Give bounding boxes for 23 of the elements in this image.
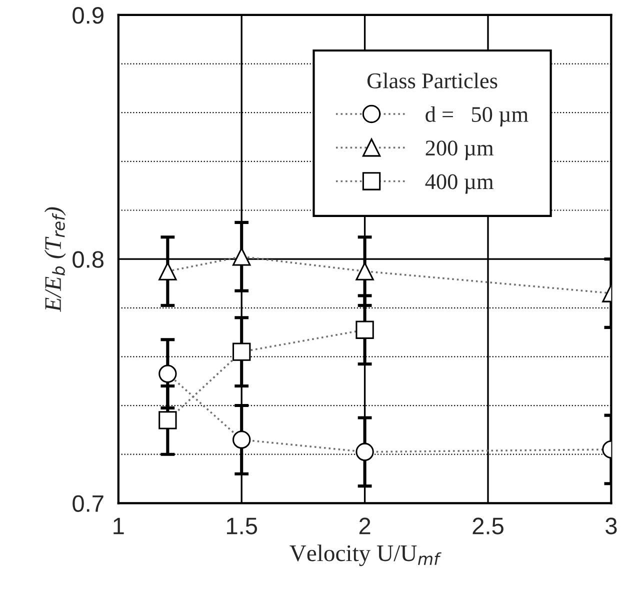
point [356, 320, 374, 339]
x-tick-label: 1.5 [226, 518, 258, 534]
point [232, 430, 251, 449]
point [356, 262, 374, 280]
y-tick-label: 0.9 [72, 7, 104, 24]
point [158, 364, 177, 383]
point [232, 248, 251, 266]
legend-label: d = 50 µm [426, 106, 528, 126]
x-tick-label: 2.5 [472, 518, 504, 534]
x-axis-title: Velocity U/U$_{mf}$ [290, 544, 442, 566]
y-tick-label: 0.8 [72, 251, 104, 268]
legend-title: Glass Particles [367, 72, 498, 88]
legend-label: 400 µm [425, 174, 494, 194]
x-tick-label: 3 [606, 518, 617, 534]
point [158, 411, 177, 430]
point [232, 342, 251, 361]
legend-label: 200 µm [426, 140, 494, 160]
point [158, 262, 177, 280]
x-tick-label: 2 [359, 518, 370, 534]
point [356, 442, 374, 461]
x-tick-label: 1 [114, 518, 124, 534]
y-axis-title: E/E$_{b}$ (T$_{ref}$) [44, 207, 66, 312]
y-tick-label: 0.7 [72, 495, 104, 512]
